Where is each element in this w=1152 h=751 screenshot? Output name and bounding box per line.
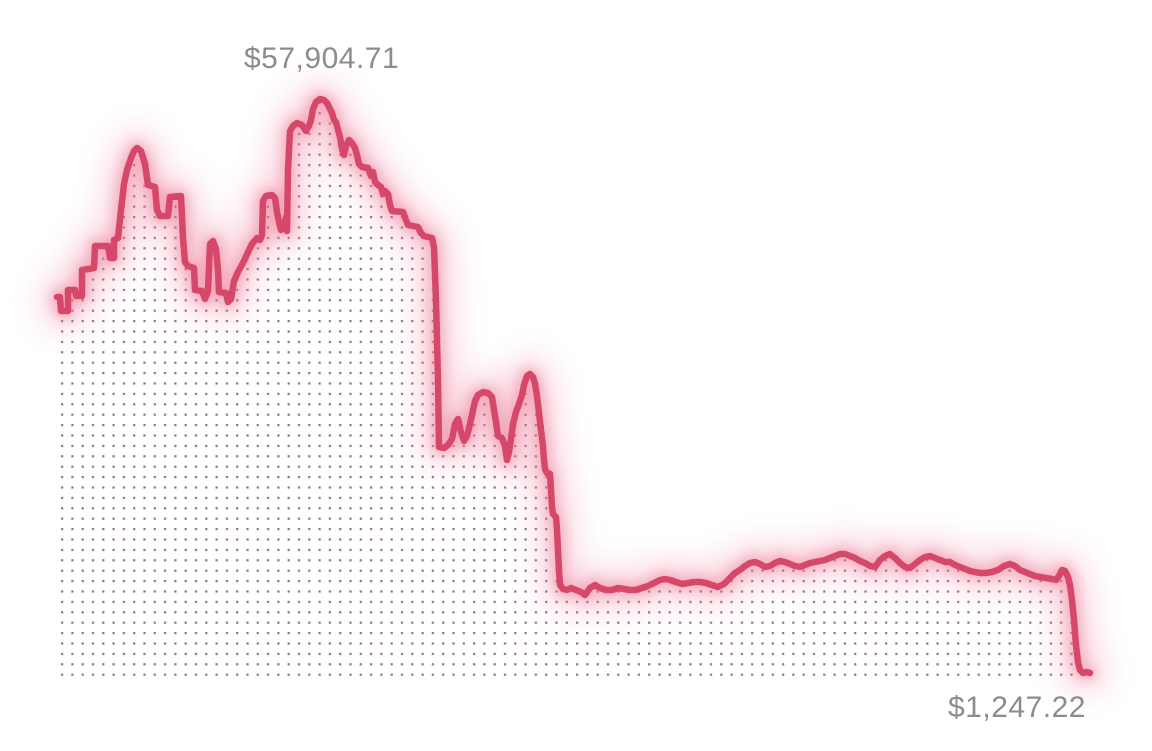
last-price-label: $1,247.22 — [948, 691, 1086, 724]
area-fill-dotted — [57, 99, 1090, 676]
price-line — [53, 95, 1094, 677]
peak-price-label: $57,904.71 — [244, 42, 400, 75]
